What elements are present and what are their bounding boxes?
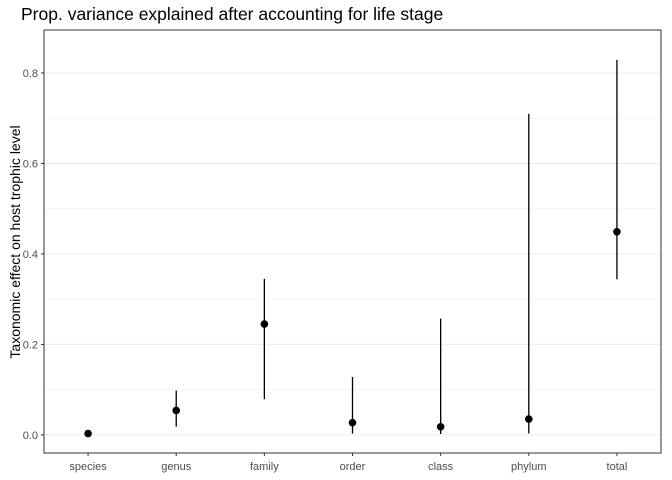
- y-tick-label: 0.0: [23, 430, 38, 442]
- y-axis-label: Taxonomic effect on host trophic level: [7, 125, 23, 358]
- estimate-points: [84, 227, 621, 438]
- x-tick-label-phylum: phylum: [511, 461, 546, 473]
- x-tick-label-family: family: [250, 461, 279, 473]
- y-tick-label: 0.2: [23, 339, 38, 351]
- error-bars: [87, 59, 618, 435]
- point-total: [613, 227, 621, 236]
- point-phylum: [524, 415, 533, 423]
- x-tick-label-order: order: [340, 461, 366, 473]
- point-species: [84, 429, 92, 438]
- x-tick-label-genus: genus: [161, 461, 191, 473]
- y-tick-label: 0.6: [23, 158, 38, 170]
- point-order: [348, 418, 357, 427]
- y-tick-label: 0.4: [23, 249, 38, 261]
- x-axis: species genus family order class phylum total: [69, 453, 627, 473]
- point-class: [436, 422, 445, 431]
- chart-title: Prop. variance explained after accountin…: [21, 4, 444, 24]
- x-tick-label-total: total: [607, 461, 628, 473]
- point-genus: [172, 406, 181, 415]
- gridlines: [44, 72, 661, 436]
- point-family: [260, 320, 269, 328]
- x-tick-label-class: class: [428, 461, 454, 473]
- y-tick-label: 0.8: [23, 68, 38, 80]
- y-axis: 0.0 0.2 0.4 0.6 0.8: [23, 68, 44, 442]
- x-tick-label-species: species: [69, 461, 107, 473]
